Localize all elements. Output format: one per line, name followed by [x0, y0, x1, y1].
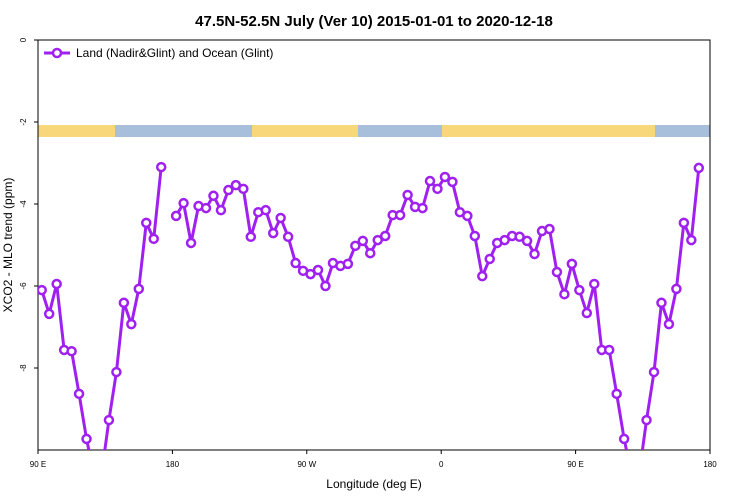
data-point: [148, 233, 159, 245]
chart-title: 47.5N-52.5N July (Ver 10) 2015-01-01 to …: [195, 13, 553, 30]
data-point: [417, 202, 428, 214]
data-point: [185, 237, 197, 249]
x-tick-label: 180: [166, 460, 180, 469]
x-tick-label: 90 W: [297, 460, 316, 469]
x-tick-label: 0: [439, 460, 444, 469]
data-point: [574, 284, 585, 296]
data-point: [215, 204, 227, 216]
data-point: [267, 227, 279, 239]
data-point: [81, 433, 92, 445]
data-point: [514, 231, 525, 243]
x-tick-label: 90 E: [30, 460, 46, 469]
data-point: [133, 283, 145, 295]
plot-area: [38, 161, 705, 479]
data-point: [238, 183, 249, 195]
data-point: [521, 235, 533, 247]
y-tick-label: -8: [19, 364, 28, 372]
data-point: [693, 162, 705, 174]
data-point: [394, 209, 406, 221]
x-tick-label: 180: [703, 460, 717, 469]
data-point: [656, 297, 667, 309]
data-point: [424, 175, 436, 187]
data-point: [103, 414, 115, 426]
data-point: [170, 210, 182, 222]
data-point: [51, 278, 62, 290]
data-point: [365, 247, 376, 259]
legend-marker: [51, 47, 63, 59]
data-point: [529, 248, 540, 260]
data-point: [469, 230, 481, 242]
x-tick-label: 90 E: [567, 460, 583, 469]
data-point: [544, 223, 555, 235]
data-point: [551, 266, 563, 278]
data-point: [126, 318, 137, 330]
data-point: [447, 176, 458, 188]
data-point: [379, 230, 391, 242]
data-point: [178, 197, 189, 209]
data-point: [635, 471, 643, 479]
data-point: [439, 171, 451, 183]
data-point: [43, 308, 55, 320]
x-axis-label: Longitude (deg E): [326, 477, 421, 491]
data-point: [686, 234, 697, 246]
legend-label: Land (Nadir&Glint) and Ocean (Glint): [76, 46, 273, 60]
data-point: [260, 204, 271, 216]
data-point: [432, 183, 443, 195]
y-tick-label: -4: [19, 200, 28, 208]
data-point: [581, 307, 593, 319]
data-point: [97, 471, 105, 479]
data-point: [245, 231, 257, 243]
data-point: [477, 270, 488, 282]
data-point: [499, 234, 510, 246]
data-point: [320, 280, 331, 292]
y-tick-label: 0: [19, 37, 28, 42]
data-point: [671, 283, 682, 295]
data-point: [118, 297, 130, 309]
data-point: [155, 161, 167, 173]
data-point: [282, 231, 294, 243]
data-point: [648, 366, 660, 378]
data-point: [559, 288, 570, 300]
data-point: [73, 388, 85, 400]
data-point: [342, 258, 354, 270]
data-point: [357, 235, 369, 247]
data-point: [290, 257, 301, 269]
data-point: [305, 268, 316, 280]
data-point: [312, 264, 324, 276]
data-point: [462, 210, 473, 222]
data-point: [641, 414, 652, 426]
data-point: [611, 388, 622, 400]
data-point: [350, 240, 361, 252]
land-ocean-band: [38, 125, 710, 137]
y-tick-label: -2: [19, 118, 28, 126]
data-point: [663, 318, 675, 330]
data-point: [402, 189, 413, 201]
y-tick-label: -6: [19, 282, 28, 290]
data-point: [38, 284, 47, 296]
legend: Land (Nadir&Glint) and Ocean (Glint): [44, 46, 273, 60]
data-point: [372, 234, 383, 246]
data-point: [208, 190, 219, 202]
data-point: [200, 202, 212, 214]
data-point: [628, 471, 636, 479]
data-point: [484, 253, 495, 265]
data-point: [618, 433, 630, 445]
data-point: [566, 258, 578, 270]
y-axis-label: XCO2 - MLO trend (ppm): [1, 178, 15, 313]
data-point: [678, 217, 690, 229]
data-point: [275, 212, 286, 224]
data-point: [589, 278, 600, 290]
plot-frame: [37, 39, 711, 451]
data-point: [603, 344, 615, 356]
series-line: [40, 166, 163, 450]
data-point: [141, 217, 152, 229]
data-point: [111, 366, 122, 378]
data-point: [223, 184, 234, 196]
data-point: [66, 345, 77, 357]
data-point: [90, 471, 98, 479]
